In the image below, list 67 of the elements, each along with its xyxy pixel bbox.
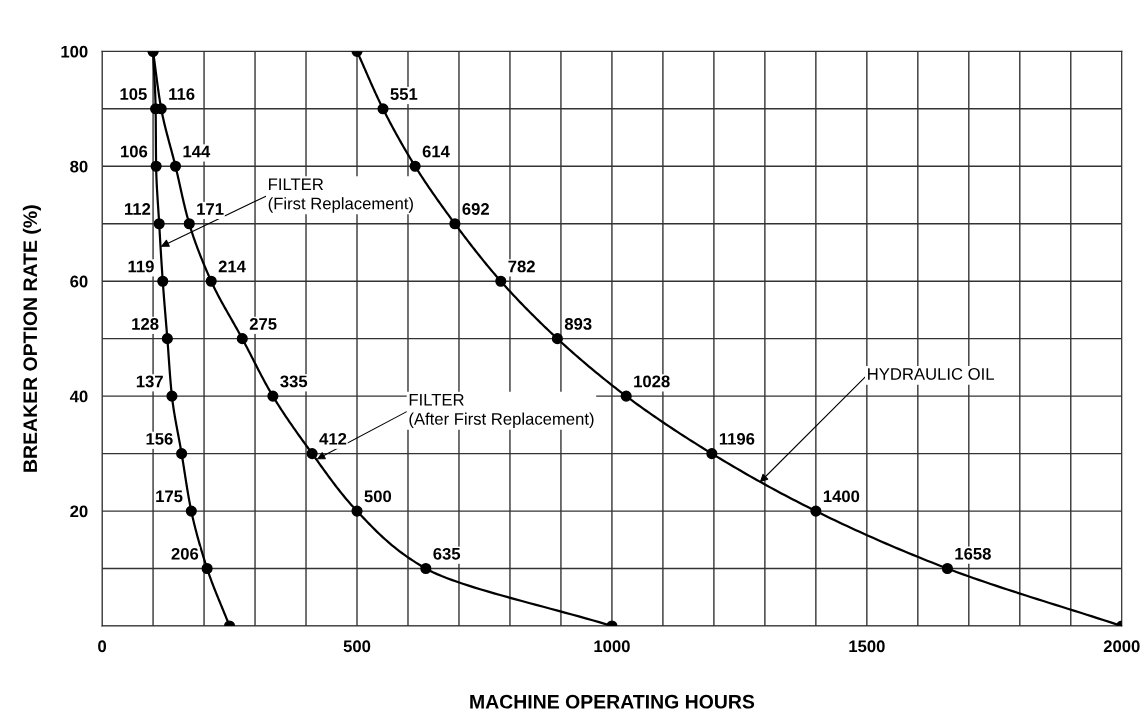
annotation: 412 [319,432,347,445]
annotation: 635 [433,547,461,560]
point [706,448,718,460]
annotation: 1400 [823,490,860,503]
y-tick-label: 80 [70,160,88,173]
point [620,390,632,402]
point [409,160,421,172]
annotation: 128 [132,318,159,330]
point [185,505,197,517]
point [183,218,195,230]
x-tick-label: 1500 [849,640,885,653]
x-tick-label: 2000 [1103,640,1140,653]
point [169,160,182,172]
point [351,505,363,517]
point [551,333,563,345]
point [306,448,318,460]
annotation: 119 [128,260,154,273]
point [495,275,507,287]
y-tick-label: 60 [70,275,88,288]
point [941,562,953,575]
annotation: 275 [249,318,277,330]
annotation: 1028 [634,375,670,388]
point [166,390,178,402]
point [810,505,822,517]
point [153,218,165,230]
point [236,333,248,345]
annotation: 893 [564,318,592,330]
annotation: 1658 [955,547,991,560]
y-tick-label: 100 [61,45,88,58]
y-tick-label: 40 [69,390,88,403]
point [150,160,162,172]
x-axis-title: MACHINE OPERATING HOURS [470,694,755,709]
x-tick-label: 500 [343,640,371,653]
annotation: 105 [120,88,147,100]
annotation: 116 [169,88,195,100]
annotation: 156 [146,432,173,445]
x-tick-label: 1000 [594,640,630,653]
annotation: 614 [422,145,450,158]
annotation: FILTER (After First Replacement) [409,394,594,429]
point [176,448,188,460]
annotation: 112 [125,203,151,215]
annotation: 551 [390,88,418,100]
annotation: FILTER (First Replacement) [268,178,413,213]
point [420,562,432,575]
annotation: 171 [197,203,224,215]
y-tick-label: 20 [70,505,88,518]
annotation: 500 [364,490,392,503]
point [157,275,169,287]
annotation: 106 [121,145,148,158]
point [205,275,217,287]
annotation: 137 [136,375,163,388]
annotation: 144 [183,145,211,158]
annotation: 214 [218,260,246,273]
annotation: HYDRAULIC OIL [868,368,994,380]
annotation: 175 [156,490,183,503]
point [377,103,389,115]
point [449,218,461,230]
annotation: 782 [508,260,535,273]
y-axis-title: BREAKER OPTION RATE (%) [22,205,41,472]
x-tick-label: 0 [98,640,107,653]
point [161,333,173,345]
annotation: 1196 [719,432,755,445]
point [267,390,279,402]
annotation: 335 [280,375,308,388]
annotation: 692 [462,203,489,215]
point [201,562,213,575]
annotation: 206 [171,547,199,560]
